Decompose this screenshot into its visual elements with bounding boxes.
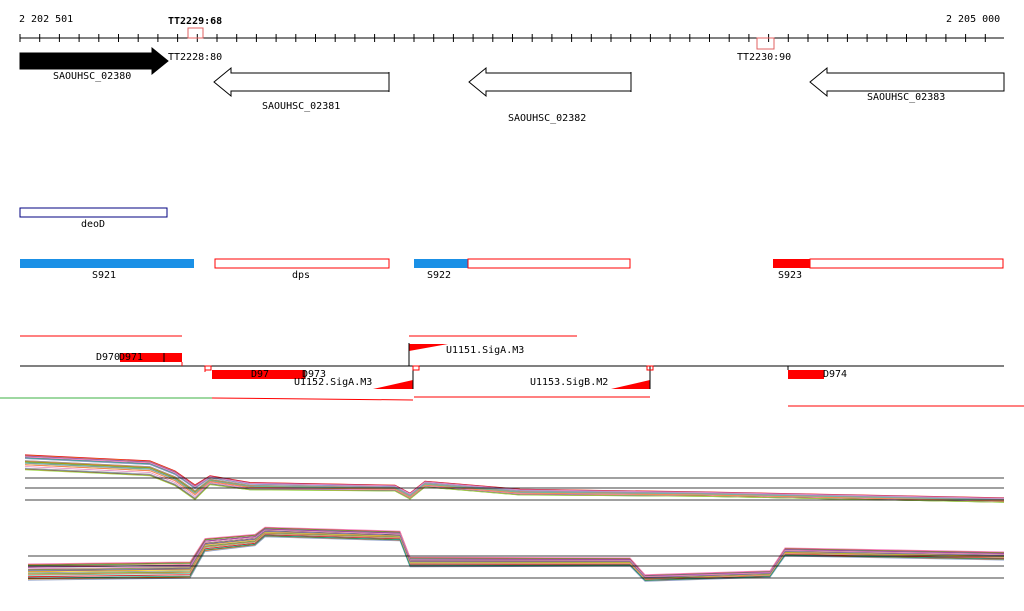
feature-dps-label[interactable]: dps: [292, 270, 311, 281]
feature-s923-label[interactable]: S923: [778, 270, 803, 281]
profile-trace: [24, 460, 1005, 500]
axis-end-label: 2 205 000: [946, 14, 1001, 25]
promoter-d971-label[interactable]: D971: [119, 352, 144, 363]
profile-trace: [27, 526, 1005, 576]
axis-start-label: 2 202 501: [19, 14, 74, 25]
promoter-d973-label[interactable]: D973: [302, 369, 327, 380]
gene-saouhsc-02382-label[interactable]: SAOUHSC_02382: [508, 113, 587, 124]
terminator-tt2230-marker[interactable]: [756, 37, 775, 50]
promoter-d974-box[interactable]: [788, 370, 824, 379]
promoter-d972-label[interactable]: D97: [251, 369, 270, 380]
profile-trace: [24, 454, 1005, 499]
axis-ticks: [19, 34, 986, 42]
profile-trace: [27, 535, 1005, 581]
terminator-tt2228-label[interactable]: TT2228:80: [168, 52, 223, 63]
promoter-u1151-triangle[interactable]: [409, 344, 448, 351]
promoter-u1153-triangle[interactable]: [611, 380, 650, 389]
promoter-d971-box[interactable]: [120, 353, 182, 362]
terminator-tt2229-label[interactable]: TT2229:68: [168, 16, 223, 27]
promoter-u1152-label[interactable]: U1152.SigA.M3: [294, 377, 373, 388]
terminator-tt2230-label[interactable]: TT2230:90: [737, 52, 792, 63]
profile-trace: [27, 533, 1005, 580]
promoter-u1153-label[interactable]: U1153.SigB.M2: [530, 377, 609, 388]
feature-dps-box[interactable]: [214, 258, 390, 269]
coordinate-axis: [19, 34, 1004, 42]
promoter-d974-label[interactable]: D974: [823, 369, 848, 380]
gene-saouhsc-02382-arrow[interactable]: [468, 66, 632, 98]
promoter-track: [0, 335, 1024, 407]
gene-saouhsc-02381-label[interactable]: SAOUHSC_02381: [262, 101, 341, 112]
promoter-u1151-label[interactable]: U1151.SigA.M3: [446, 345, 525, 356]
feature-s921-box[interactable]: [20, 259, 194, 268]
promoter-d972-box[interactable]: [212, 370, 264, 379]
gene-saouhsc-02380-arrow[interactable]: [19, 46, 169, 76]
feature-deod-label[interactable]: deoD: [81, 219, 106, 230]
gene-saouhsc-02381-arrow[interactable]: [213, 66, 390, 98]
profile-trace: [24, 469, 1005, 503]
feature-s923-red[interactable]: [773, 259, 810, 268]
promoter-u1152-triangle[interactable]: [373, 380, 413, 389]
promoter-d973-box[interactable]: [264, 370, 305, 379]
feature-s921-label[interactable]: S921: [92, 270, 117, 281]
profile-trace: [24, 456, 1005, 499]
profile-trace: [27, 530, 1005, 579]
feature-s922-blue[interactable]: [414, 259, 468, 268]
feature-deod-box[interactable]: [19, 207, 168, 218]
profile-trace: [24, 466, 1005, 502]
terminator-tt2229-marker[interactable]: [187, 27, 204, 39]
gene-saouhsc-02383-arrow[interactable]: [809, 66, 1005, 98]
profile-trace: [24, 458, 1005, 500]
profile-trace: [24, 462, 1005, 501]
gene-saouhsc-02380-label[interactable]: SAOUHSC_02380: [53, 71, 132, 82]
promoter-d970-label[interactable]: D970: [96, 352, 121, 363]
profile-trace: [27, 529, 1005, 578]
feature-s922-outline: [467, 258, 631, 269]
feature-s922-label[interactable]: S922: [427, 270, 452, 281]
gene-saouhsc-02383-label[interactable]: SAOUHSC_02383: [867, 92, 946, 103]
feature-s923-outline: [809, 258, 1004, 269]
expression-profiles: [24, 454, 1005, 582]
